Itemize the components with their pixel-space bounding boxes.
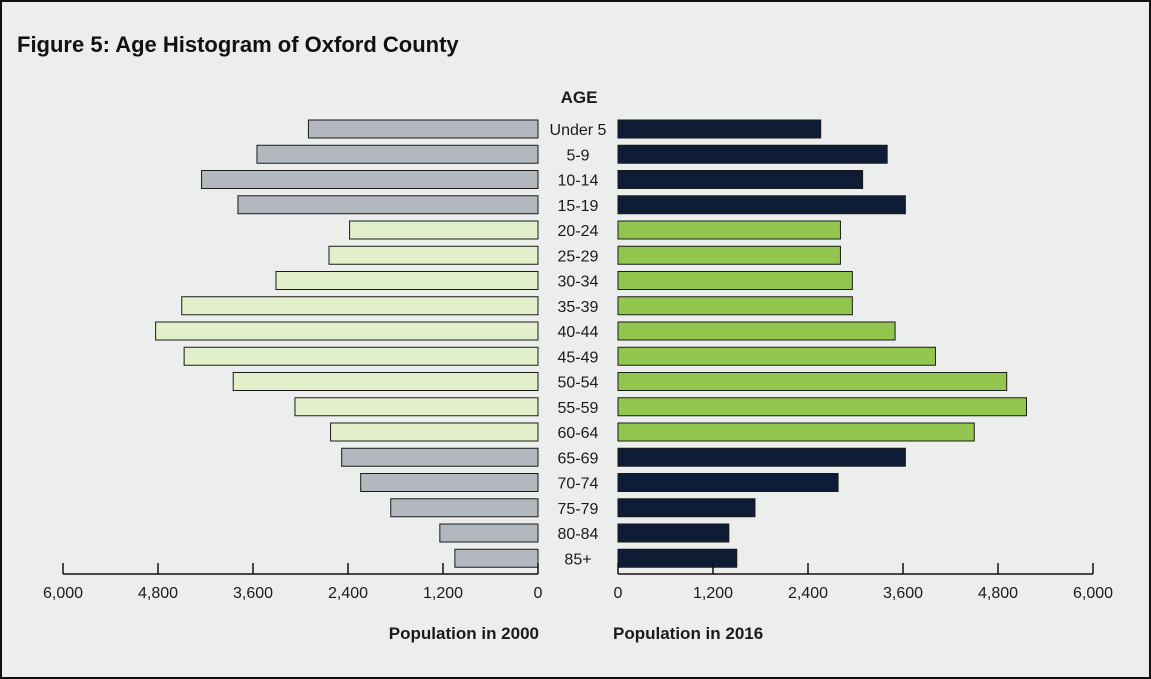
left-axis: 6,000 4,800 3,600 2,400 1,200 0 (43, 563, 543, 602)
age-label-6: 30-34 (558, 274, 599, 291)
figure-title: Figure 5: Age Histogram of Oxford County (17, 32, 459, 57)
bar-2016-4 (617, 220, 841, 240)
bar-2016-7 (617, 296, 853, 316)
age-label-3: 15-19 (558, 198, 599, 215)
bar-2016-2 (617, 170, 864, 189)
age-label-5: 25-29 (558, 248, 599, 265)
bar-2000-5 (328, 245, 539, 265)
age-label-1: 5-9 (566, 147, 589, 164)
bars-2000 (155, 119, 539, 568)
bar-2016-12 (617, 422, 975, 442)
bar-2016-14 (617, 473, 839, 492)
age-label-14: 70-74 (558, 476, 599, 493)
bar-2016-6 (617, 271, 853, 290)
bar-2000-17 (454, 548, 539, 568)
bar-2016-11 (617, 397, 1027, 417)
bar-2000-3 (237, 195, 539, 215)
bar-2016-10 (617, 372, 1008, 391)
age-label-15: 75-79 (558, 501, 599, 518)
bar-2000-12 (330, 422, 539, 442)
age-label-10: 50-54 (558, 375, 599, 392)
bar-2016-16 (617, 523, 730, 543)
bar-2016-0 (617, 119, 822, 139)
bar-2000-4 (349, 220, 539, 240)
bar-2000-11 (294, 397, 539, 417)
bar-2000-9 (183, 346, 539, 366)
age-header: AGE (561, 88, 598, 107)
age-label-8: 40-44 (558, 324, 599, 341)
bar-2000-2 (201, 170, 539, 189)
left-axis-label: Population in 2000 (389, 624, 539, 643)
right-axis: 0 1,200 2,400 3,600 4,800 6,000 (614, 563, 1113, 602)
bar-2016-15 (617, 498, 756, 518)
bar-2000-15 (390, 498, 539, 518)
age-label-11: 55-59 (558, 400, 599, 417)
right-tick-label-5: 6,000 (1073, 585, 1113, 602)
left-tick-label-2: 3,600 (233, 585, 273, 602)
bar-2000-16 (439, 523, 539, 543)
bar-2000-10 (232, 372, 539, 391)
bar-2016-13 (617, 447, 906, 467)
age-label-0: Under 5 (550, 122, 607, 139)
left-tick-label-0: 6,000 (43, 585, 83, 602)
left-tick-label-5: 0 (534, 585, 543, 602)
age-label-7: 35-39 (558, 299, 599, 316)
bars-2016 (617, 119, 1027, 568)
age-label-12: 60-64 (558, 425, 599, 442)
age-labels: Under 5 5-9 10-14 15-19 20-24 25-29 30-34 35-39… (550, 122, 607, 568)
bar-2000-0 (307, 119, 539, 139)
bar-2000-7 (181, 296, 539, 316)
right-tick-label-0: 0 (614, 585, 623, 602)
bar-2000-8 (155, 321, 539, 341)
age-label-16: 80-84 (558, 526, 599, 543)
right-tick-label-1: 1,200 (693, 585, 733, 602)
left-tick-label-3: 2,400 (328, 585, 368, 602)
bar-2016-5 (617, 245, 841, 265)
age-label-2: 10-14 (558, 173, 599, 190)
age-label-17: 85+ (564, 551, 591, 568)
left-tick-label-1: 4,800 (138, 585, 178, 602)
bar-2016-3 (617, 195, 906, 215)
bar-2000-14 (360, 473, 539, 492)
bar-2016-17 (617, 548, 738, 568)
right-tick-label-4: 4,800 (978, 585, 1018, 602)
age-label-9: 45-49 (558, 349, 599, 366)
bar-2000-6 (275, 271, 539, 290)
right-tick-label-3: 3,600 (883, 585, 923, 602)
age-label-13: 65-69 (558, 450, 599, 467)
right-tick-label-2: 2,400 (788, 585, 828, 602)
left-tick-label-4: 1,200 (423, 585, 463, 602)
bar-2016-1 (617, 144, 888, 164)
bar-2000-13 (341, 447, 539, 467)
bar-2016-8 (617, 321, 896, 341)
bar-2000-1 (256, 144, 539, 164)
bar-2016-9 (617, 346, 936, 366)
right-axis-label: Population in 2016 (613, 624, 763, 643)
age-label-4: 20-24 (558, 223, 599, 240)
